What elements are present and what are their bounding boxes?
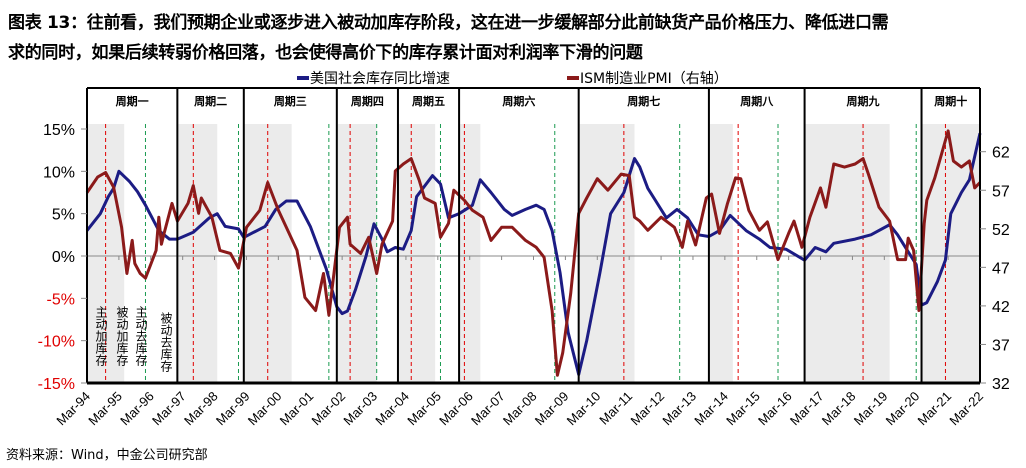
x-tick-label: Mar-05: [404, 389, 444, 429]
chart-title-line-2: 求的同时，如果后续转弱价格回落，也会使得高价下的库存累计面对利润率下滑的问题: [8, 43, 643, 63]
x-tick-label: Mar-00: [245, 389, 285, 429]
period-label: 周期二: [194, 94, 227, 108]
x-tick-label: Mar-19: [851, 389, 891, 429]
x-tick-label: Mar-22: [946, 389, 986, 429]
x-tick-label: Mar-07: [468, 389, 508, 429]
x-tick-label: Mar-15: [723, 389, 763, 429]
y-right-tick-label: 37: [992, 337, 1010, 354]
phase-label-passive-stocking: 被动加库存: [115, 306, 129, 366]
period-label: 周期四: [351, 94, 384, 108]
y-right-tick-label: 57: [992, 183, 1010, 200]
shade-region: [709, 124, 733, 383]
x-tick-label: Mar-94: [53, 389, 93, 429]
x-tick-label: Mar-03: [340, 389, 380, 429]
y-right-tick-label: 62: [992, 145, 1010, 162]
x-tick-label: Mar-09: [532, 389, 572, 429]
phase-label-passive-destocking: 被动去库存: [159, 312, 173, 372]
legend-pmi-label: ISM制造业PMI（右轴）: [580, 71, 728, 87]
series-pmi-line: [85, 129, 982, 377]
series-inventory-line: [85, 132, 982, 376]
y-left-tick-label: 10%: [43, 164, 75, 181]
x-tick-label: Mar-21: [914, 389, 954, 429]
period-label: 周期五: [412, 94, 445, 108]
y-left-tick-label: 5%: [52, 207, 75, 224]
x-tick-label: Mar-98: [181, 389, 221, 429]
shade-region: [805, 124, 890, 383]
period-label: 周期三: [274, 94, 307, 108]
period-label: 周期一: [116, 94, 149, 108]
y-right-tick-label: 42: [992, 299, 1010, 316]
x-tick-label: Mar-11: [596, 389, 635, 428]
x-tick-label: Mar-04: [372, 389, 412, 429]
legend-inventory-label: 美国社会库存同比增速: [310, 71, 450, 87]
x-tick-label: Mar-10: [564, 389, 604, 429]
shade-region: [922, 124, 980, 383]
phase-label-active-destocking: 主动去库存: [134, 306, 148, 366]
y-right-tick-label: 32: [992, 376, 1010, 393]
x-tick-label: Mar-14: [691, 389, 731, 429]
period-label: 周期十: [934, 94, 967, 108]
shade-region: [579, 124, 635, 383]
shade-region: [398, 124, 436, 383]
x-tick-label: Mar-01: [277, 389, 317, 429]
x-tick-label: Mar-08: [500, 389, 540, 429]
y-left-tick-label: -15%: [38, 376, 75, 393]
period-label: 周期六: [502, 94, 535, 108]
period-label: 周期八: [740, 94, 774, 108]
x-tick-label: Mar-12: [627, 389, 667, 429]
y-left-tick-label: -5%: [47, 291, 75, 308]
shade-region: [337, 124, 377, 383]
x-tick-label: Mar-18: [819, 389, 859, 429]
x-tick-label: Mar-97: [149, 389, 189, 429]
y-left-tick-label: -10%: [38, 334, 75, 351]
shade-region: [460, 124, 481, 383]
period-label: 周期九: [847, 94, 880, 108]
chart-title-line-1: 图表 13：往前看，我们预期企业或逐步进入被动加库存阶段，这在进一步缓解部分此前…: [8, 13, 889, 33]
y-left-tick-label: 0%: [52, 249, 75, 266]
period-label: 周期七: [627, 94, 660, 108]
x-tick-label: Mar-96: [117, 389, 157, 429]
source-note: 资料来源：Wind，中金公司研究部: [6, 448, 208, 463]
x-tick-label: Mar-17: [787, 389, 827, 429]
x-tick-label: Mar-06: [436, 389, 476, 429]
x-tick-label: Mar-16: [755, 389, 795, 429]
y-right-tick-label: 47: [992, 260, 1010, 277]
y-left-tick-label: 15%: [43, 122, 75, 139]
y-right-tick-label: 52: [992, 222, 1010, 239]
x-tick-label: Mar-20: [883, 389, 923, 429]
x-tick-label: Mar-02: [309, 389, 349, 429]
x-tick-label: Mar-95: [85, 389, 125, 429]
x-tick-label: Mar-99: [213, 389, 253, 429]
phase-label-active-stocking: 主动加库存: [94, 306, 108, 366]
shade-region: [178, 124, 218, 383]
x-tick-label: Mar-13: [659, 389, 699, 429]
